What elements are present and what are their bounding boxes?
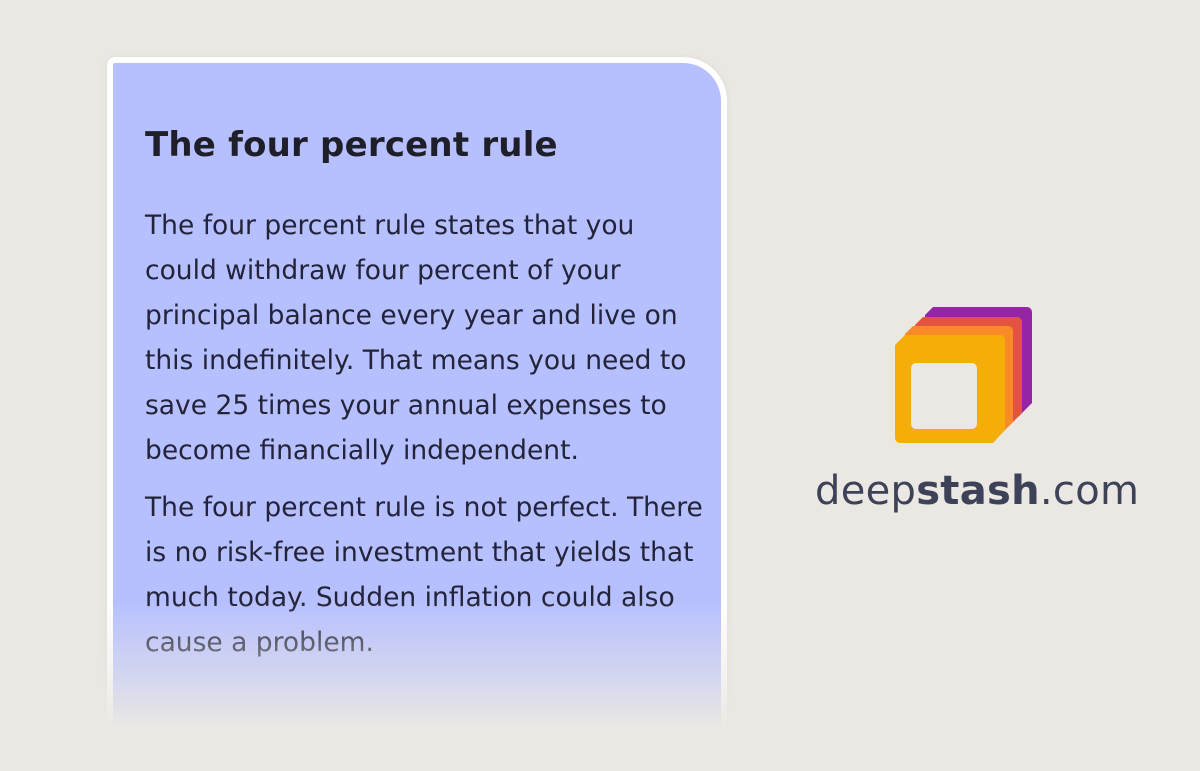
card-paragraph: The four percent rule states that you co… xyxy=(145,210,687,466)
deepstash-logo-icon xyxy=(895,307,1032,443)
card-title: The four percent rule xyxy=(145,125,558,165)
logo-inner-square xyxy=(911,363,977,429)
brand-wordmark: deepstash.com xyxy=(815,468,1139,514)
brand-prefix: deep xyxy=(815,468,917,514)
card-paragraph: The four percent rule is not perfect. Th… xyxy=(145,492,703,658)
fade-overlay xyxy=(100,600,740,771)
card-body: The four percent rule states that you co… xyxy=(145,203,705,677)
brand-bold: stash xyxy=(916,468,1040,514)
brand-suffix: .com xyxy=(1039,468,1140,514)
